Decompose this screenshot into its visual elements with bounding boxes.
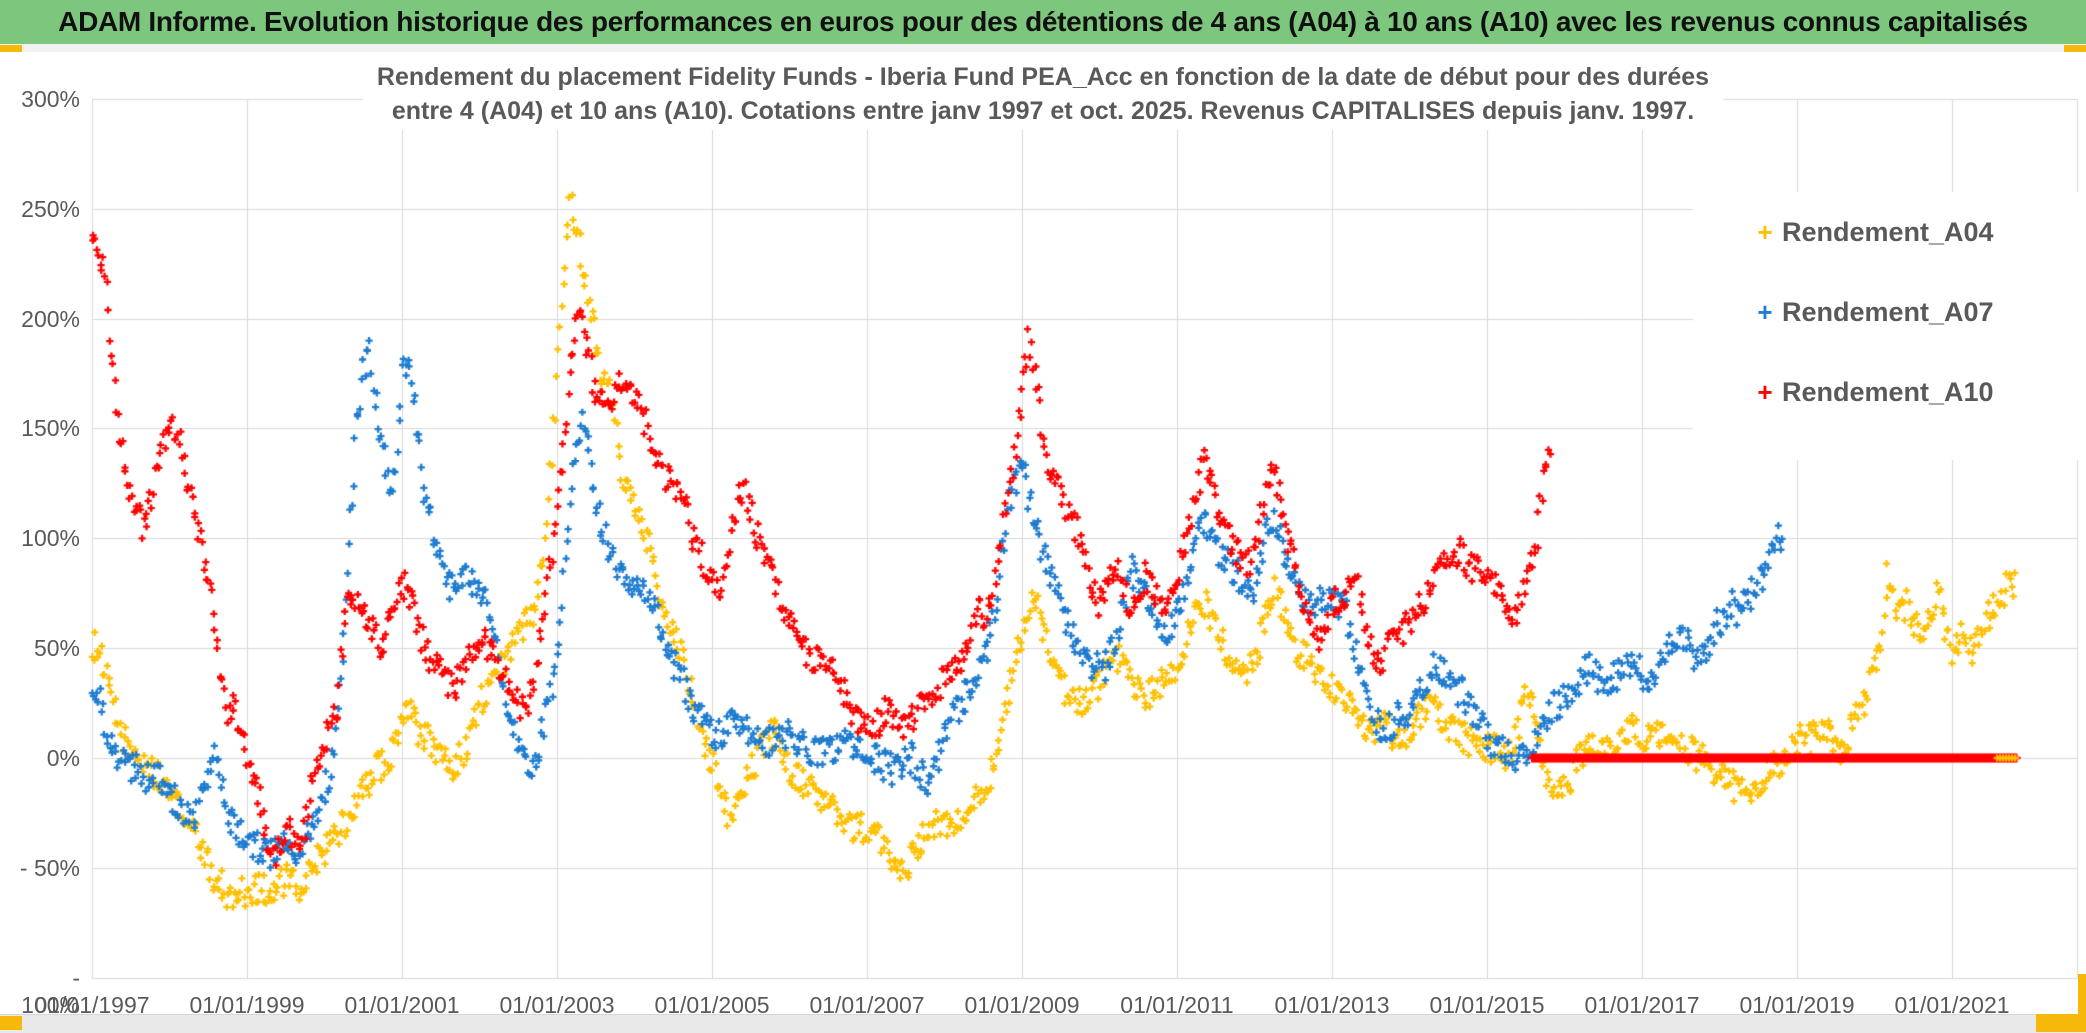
chart-title-line2: entre 4 (A04) et 10 ans (A10). Cotations… — [391, 97, 1695, 125]
legend-label-a10: Rendement_A10 — [1782, 376, 1994, 407]
x-axis-tick-label: 01/01/2017 — [1584, 992, 1700, 1018]
chart-canvas-area: Rendement du placement Fidelity Funds - … — [0, 52, 2086, 1018]
x-axis-tick-label: 01/01/2003 — [499, 992, 615, 1018]
y-axis-tick-label: 0% — [46, 745, 80, 771]
x-axis-tick-label: 01/01/2015 — [1429, 992, 1545, 1018]
plus-marker-icon: + — [1757, 376, 1773, 407]
y-axis-tick-label: 100% — [21, 525, 80, 552]
y-axis-tick-label: 300% — [21, 85, 80, 112]
chart-title: Rendement du placement Fidelity Funds - … — [362, 58, 1724, 130]
y-axis-tick-label: 250% — [21, 195, 80, 222]
x-axis-tick-label: 01/01/2019 — [1739, 992, 1855, 1018]
yellow-corner-marker-bottom-left — [0, 1016, 22, 1030]
yellow-corner-marker-right-edge — [2078, 974, 2086, 1018]
x-axis-tick-label: 01/01/2005 — [654, 992, 770, 1018]
legend-item-a04: + Rendement_A04 — [1693, 192, 2083, 272]
y-axis-tick-label: - 100% — [21, 964, 80, 1018]
legend-item-a10: + Rendement_A10 — [1693, 352, 2083, 432]
legend-label-a07: Rendement_A07 — [1782, 296, 1994, 327]
x-axis-tick-label: 01/01/2001 — [344, 992, 460, 1018]
x-axis-tick-label: 01/01/2011 — [1120, 992, 1234, 1018]
chart-title-line1: Rendement du placement Fidelity Funds - … — [376, 63, 1710, 91]
x-axis-tick-label: 01/01/2009 — [964, 992, 1080, 1018]
y-axis-tick-label: 200% — [21, 305, 80, 332]
sheet-header-bar: ADAM Informe. Evolution historique des p… — [0, 0, 2086, 44]
y-axis-tick-label: 50% — [33, 635, 80, 662]
y-axis-tick-label: 150% — [21, 415, 80, 442]
plus-marker-icon: + — [1757, 296, 1773, 327]
x-axis-tick-label: 01/01/2013 — [1274, 992, 1390, 1018]
yellow-corner-marker-bottom-right — [2036, 1014, 2086, 1032]
chart-legend: + Rendement_A04 + Rendement_A07 + Rendem… — [1693, 192, 2083, 460]
bottom-divider-strip — [0, 1014, 2086, 1033]
x-axis-tick-label: 01/01/1997 — [34, 992, 150, 1018]
x-axis-tick-label: 01/01/2021 — [1894, 992, 2010, 1018]
legend-item-a07: + Rendement_A07 — [1693, 272, 2083, 352]
sheet-header-title: ADAM Informe. Evolution historique des p… — [58, 6, 2028, 37]
y-axis-tick-label: - 50% — [19, 854, 80, 881]
plus-marker-icon: + — [1757, 216, 1773, 247]
legend-label-a04: Rendement_A04 — [1782, 216, 1994, 247]
x-axis-tick-label: 01/01/1999 — [189, 992, 305, 1018]
x-axis-tick-label: 01/01/2007 — [809, 992, 925, 1018]
